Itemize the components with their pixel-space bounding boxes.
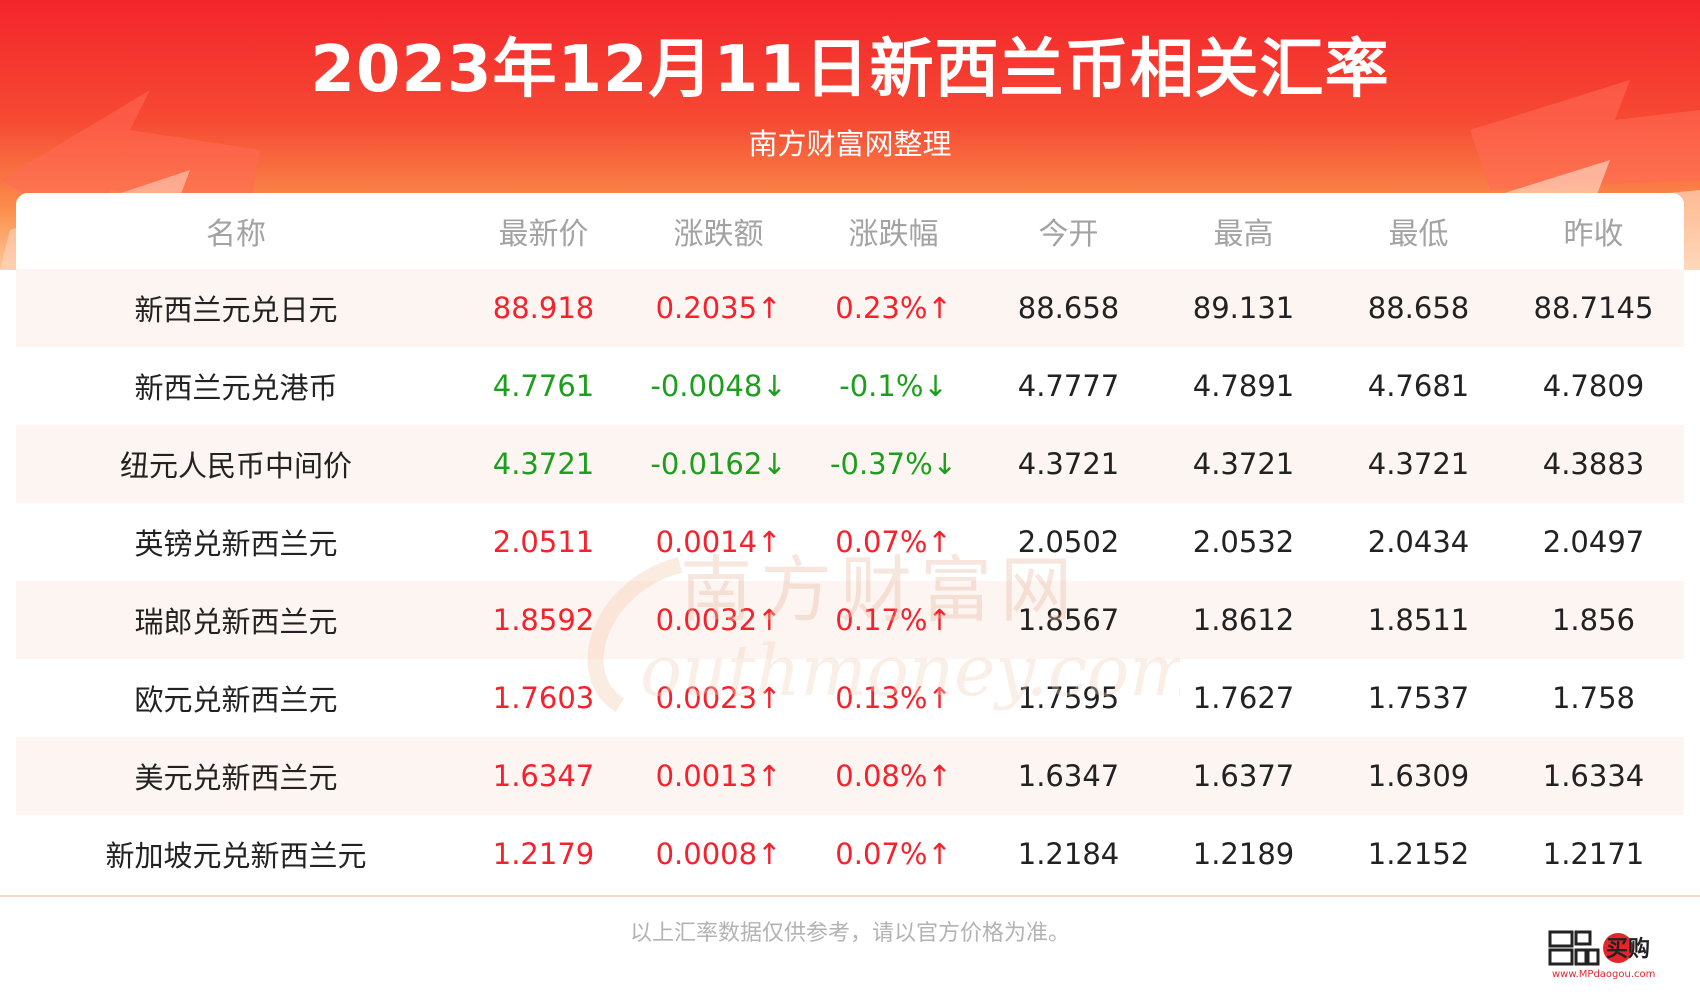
- logo-url: www.MPdaogou.com: [1552, 969, 1655, 980]
- cell-high: 1.7627: [1192, 681, 1295, 715]
- cell-high: 2.0532: [1192, 525, 1295, 559]
- cell-name: 欧元兑新西兰元: [134, 683, 338, 717]
- cell-low: 4.3721: [1367, 447, 1470, 481]
- cell-open: 1.2184: [1017, 837, 1120, 871]
- cell-name: 美元兑新西兰元: [134, 761, 338, 795]
- table-row: 欧元兑新西兰元 1.7603 0.0023↑ 0.13%↑ 1.7595 1.7…: [16, 659, 1684, 737]
- cell-change: -0.0162↓: [650, 447, 787, 481]
- cell-change-pct: 0.17%↑: [835, 603, 952, 637]
- cell-open: 4.7777: [1017, 369, 1120, 403]
- cell-low: 2.0434: [1367, 525, 1470, 559]
- cell-latest: 2.0511: [492, 525, 595, 559]
- cell-latest: 1.2179: [492, 837, 595, 871]
- cell-low: 1.7537: [1367, 681, 1470, 715]
- cell-prev-close: 1.856: [1551, 603, 1636, 637]
- cell-high: 1.2189: [1192, 837, 1295, 871]
- column-header-low: 最低: [1388, 217, 1449, 252]
- cell-prev-close: 4.7809: [1542, 369, 1645, 403]
- cell-change-pct: 0.07%↑: [835, 525, 952, 559]
- column-header-name: 名称: [206, 217, 266, 252]
- cell-name: 纽元人民币中间价: [119, 449, 352, 483]
- cell-change: 0.0023↑: [655, 681, 782, 715]
- table-row: 美元兑新西兰元 1.6347 0.0013↑ 0.08%↑ 1.6347 1.6…: [16, 737, 1684, 815]
- cell-high: 4.7891: [1192, 369, 1295, 403]
- cell-low: 88.658: [1367, 291, 1470, 325]
- cell-high: 1.8612: [1192, 603, 1295, 637]
- cell-latest: 4.3721: [492, 447, 595, 481]
- cell-open: 88.658: [1017, 291, 1120, 325]
- cell-change: 0.0014↑: [655, 525, 782, 559]
- table-row: 瑞郎兑新西兰元 1.8592 0.0032↑ 0.17%↑ 1.8567 1.8…: [16, 581, 1684, 659]
- footer-divider: [0, 895, 1700, 897]
- cell-prev-close: 88.7145: [1533, 291, 1654, 325]
- cell-change: 0.0008↑: [655, 837, 782, 871]
- table-row: 纽元人民币中间价 4.3721 -0.0162↓ -0.37%↓ 4.3721 …: [16, 425, 1684, 503]
- cell-latest: 4.7761: [492, 369, 595, 403]
- cell-prev-close: 1.2171: [1542, 837, 1645, 871]
- cell-open: 1.6347: [1017, 759, 1120, 793]
- cell-open: 1.8567: [1017, 603, 1120, 637]
- page-subtitle: 南方财富网整理: [748, 127, 952, 161]
- cell-change-pct: 0.08%↑: [835, 759, 952, 793]
- cell-name: 英镑兑新西兰元: [134, 527, 338, 561]
- cell-change-pct: -0.1%↓: [839, 369, 948, 403]
- cell-open: 1.7595: [1017, 681, 1120, 715]
- cell-name: 新加坡元兑新西兰元: [105, 839, 367, 873]
- cell-change-pct: 0.07%↑: [835, 837, 952, 871]
- cell-low: 1.2152: [1367, 837, 1470, 871]
- cell-prev-close: 1.6334: [1542, 759, 1645, 793]
- column-header-prev-close: 昨收: [1563, 217, 1624, 252]
- cell-change: -0.0048↓: [650, 369, 787, 403]
- table-row: 英镑兑新西兰元 2.0511 0.0014↑ 0.07%↑ 2.0502 2.0…: [16, 503, 1684, 581]
- column-header-change-pct: 涨跌幅: [848, 217, 939, 252]
- cell-latest: 1.7603: [492, 681, 595, 715]
- cell-change: 0.0032↑: [655, 603, 782, 637]
- column-header-high: 最高: [1213, 217, 1274, 252]
- cell-latest: 1.8592: [492, 603, 595, 637]
- cell-low: 1.8511: [1367, 603, 1470, 637]
- cell-open: 4.3721: [1017, 447, 1120, 481]
- cell-prev-close: 1.758: [1551, 681, 1636, 715]
- cell-prev-close: 4.3883: [1542, 447, 1645, 481]
- column-header-change: 涨跌额: [673, 217, 764, 252]
- cell-high: 4.3721: [1192, 447, 1295, 481]
- column-header-open: 今开: [1038, 217, 1099, 252]
- cell-high: 89.131: [1192, 291, 1295, 325]
- cell-change: 0.2035↑: [655, 291, 782, 325]
- cell-name: 新西兰元兑日元: [134, 293, 338, 327]
- table-row: 新西兰元兑港币 4.7761 -0.0048↓ -0.1%↓ 4.7777 4.…: [16, 347, 1684, 425]
- cell-low: 1.6309: [1367, 759, 1470, 793]
- table-row: 新加坡元兑新西兰元 1.2179 0.0008↑ 0.07%↑ 1.2184 1…: [16, 815, 1684, 893]
- cell-change-pct: 0.13%↑: [835, 681, 952, 715]
- rates-table: 名称 最新价 涨跌额 涨跌幅 今开 最高 最低 昨收 新西兰元兑日元 88.91…: [16, 193, 1684, 893]
- page-title: 2023年12月11日新西兰币相关汇率: [310, 33, 1390, 107]
- cell-low: 4.7681: [1367, 369, 1470, 403]
- logo-text: 买购: [1606, 936, 1650, 962]
- table-header: 名称 最新价 涨跌额 涨跌幅 今开 最高 最低 昨收: [16, 193, 1684, 269]
- cell-change: 0.0013↑: [655, 759, 782, 793]
- cell-latest: 1.6347: [492, 759, 595, 793]
- cell-high: 1.6377: [1192, 759, 1295, 793]
- cell-change-pct: 0.23%↑: [835, 291, 952, 325]
- disclaimer-text: 以上汇率数据仅供参考，请以官方价格为准。: [629, 921, 1070, 946]
- cell-latest: 88.918: [492, 291, 595, 325]
- cell-name: 新西兰元兑港币: [134, 371, 338, 405]
- mpdaogou-logo: 买购 www.MPdaogou.com: [1548, 930, 1655, 980]
- cell-open: 2.0502: [1017, 525, 1120, 559]
- table-row: 新西兰元兑日元 88.918 0.2035↑ 0.23%↑ 88.658 89.…: [16, 269, 1684, 347]
- cell-name: 瑞郎兑新西兰元: [134, 605, 338, 639]
- cell-change-pct: -0.37%↓: [830, 447, 957, 481]
- column-header-latest: 最新价: [498, 217, 589, 252]
- cell-prev-close: 2.0497: [1542, 525, 1645, 559]
